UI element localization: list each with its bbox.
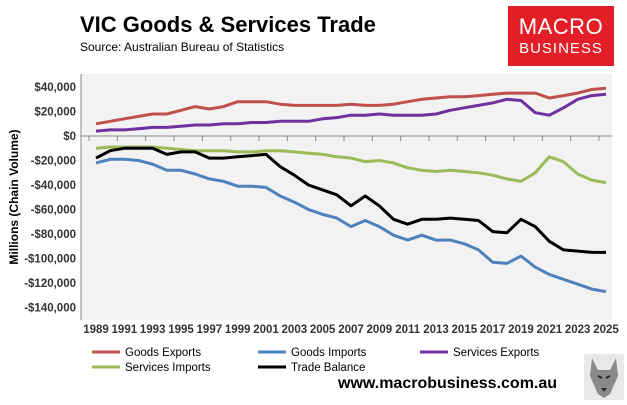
x-tick-label: 2001 (253, 324, 279, 336)
x-tick-label: 1989 (83, 324, 109, 336)
x-tick-label: 2005 (310, 324, 336, 336)
logo-line2: BUSINESS (519, 40, 603, 57)
x-tick-label: 1997 (197, 324, 223, 336)
y-tick-label: -$80,000 (31, 229, 76, 241)
logo-line1: MACRO (518, 14, 604, 39)
y-tick-label: -$20,000 (31, 156, 76, 168)
y-axis-label: Millions (Chain Volume) (7, 129, 21, 264)
y-tick-label: -$140,000 (24, 303, 76, 315)
y-tick-label: -$120,000 (24, 278, 76, 290)
series-line-goods-exports (95, 86, 607, 126)
legend-label: Trade Balance (291, 362, 365, 374)
chart-title: VIC Goods & Services Trade (80, 12, 376, 37)
x-tick-label: 2017 (480, 324, 506, 336)
chart-source: Source: Australian Bureau of Statistics (80, 40, 285, 54)
wolf-icon (584, 354, 624, 400)
macrobusiness-logo: MACRO BUSINESS (508, 6, 614, 66)
x-tick-label: 2011 (395, 324, 421, 336)
x-tick-label: 1995 (168, 324, 194, 336)
y-tick-label: -$40,000 (31, 180, 76, 192)
x-tick-label: 2003 (282, 324, 308, 336)
x-tick-label: 2019 (508, 324, 534, 336)
legend-label: Services Exports (453, 347, 540, 359)
y-tick-label: $20,000 (34, 107, 76, 119)
website-url: www.macrobusiness.com.au (338, 375, 558, 392)
x-tick-label: 2013 (423, 324, 449, 336)
x-tick-label: 1991 (112, 324, 138, 336)
y-tick-label: $40,000 (34, 82, 76, 94)
x-tick-label: 2015 (452, 324, 478, 336)
legend-label: Goods Exports (125, 347, 201, 359)
x-tick-label: 1999 (225, 324, 251, 336)
legend-label: Services Imports (125, 362, 211, 374)
x-tick-label: 2021 (537, 324, 563, 336)
x-tick-label: 1993 (140, 324, 166, 336)
y-tick-label: -$100,000 (24, 254, 76, 266)
y-tick-label: $0 (63, 131, 76, 143)
x-tick-label: 2023 (565, 324, 591, 336)
y-tick-label: -$60,000 (31, 205, 76, 217)
series-line-services-imports (95, 145, 607, 185)
series-line-trade-balance (95, 146, 606, 254)
series-line-goods-imports (95, 157, 607, 294)
x-tick-label: 2009 (367, 324, 393, 336)
series-line-services-exports (95, 92, 607, 133)
x-tick-label: 2025 (593, 324, 619, 336)
legend-label: Goods Imports (291, 347, 367, 359)
x-tick-label: 2007 (338, 324, 364, 336)
